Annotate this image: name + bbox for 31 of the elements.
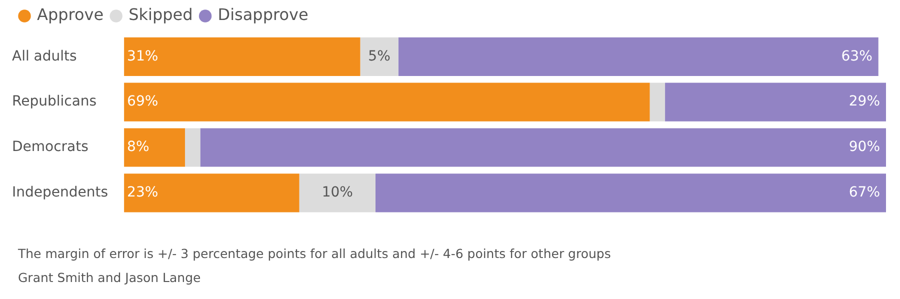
data-label: 5% <box>368 48 390 64</box>
bar <box>124 37 360 76</box>
bar <box>299 174 376 212</box>
y-tick-label: Democrats <box>12 139 88 156</box>
legend-label: Skipped <box>128 5 193 24</box>
data-label: 23% <box>127 184 158 201</box>
bar <box>665 82 886 122</box>
bar <box>375 174 886 212</box>
bar <box>398 37 878 76</box>
y-tick-label: Republicans <box>12 94 97 110</box>
bar <box>650 82 666 122</box>
data-label: 31% <box>127 48 158 64</box>
text: The margin of error is +/- 3 percentage points for all adults and +/- 4-6 points for other groups <box>18 245 611 263</box>
data-label: 69% <box>127 94 158 110</box>
data-label: 10% <box>322 184 353 201</box>
bar <box>124 174 300 212</box>
data-label: 90% <box>848 139 880 156</box>
legend-label: Disapprove <box>218 5 308 24</box>
y-tick-label: All adults <box>12 48 77 64</box>
y-tick-label: Independents <box>12 184 108 201</box>
legend-label: Approve <box>37 5 104 24</box>
data-label: 29% <box>848 94 880 110</box>
data-label: 63% <box>841 48 872 64</box>
text: Grant Smith and Jason Lange <box>18 269 202 287</box>
data-label: 67% <box>848 184 880 201</box>
bar <box>200 128 886 167</box>
bar <box>124 82 650 122</box>
bar <box>360 37 398 76</box>
data-label: 8% <box>127 139 150 156</box>
bar <box>124 128 185 167</box>
bar <box>184 128 200 167</box>
